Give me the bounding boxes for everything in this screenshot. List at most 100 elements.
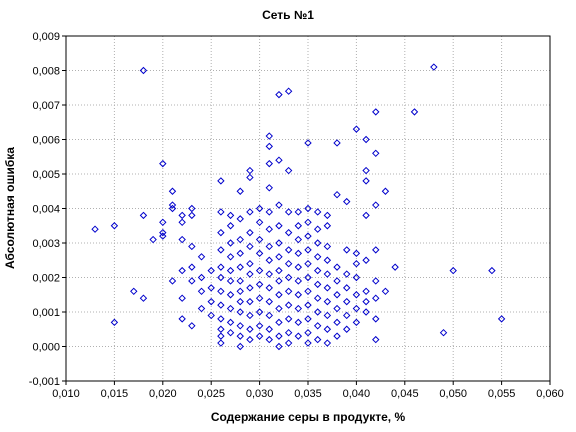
data-point (168, 187, 177, 195)
x-tick-label: 0,025 (197, 388, 225, 400)
data-point (275, 277, 283, 285)
data-point (255, 308, 264, 316)
data-point (217, 287, 225, 296)
data-point (255, 249, 264, 258)
data-point (217, 301, 225, 309)
data-point (236, 308, 244, 316)
data-point (372, 277, 380, 285)
data-point (333, 318, 341, 327)
data-point (352, 249, 361, 258)
x-tick-label: 0,020 (149, 388, 177, 400)
data-point (323, 211, 332, 220)
data-point (275, 332, 283, 340)
data-point (255, 235, 264, 244)
data-point (188, 277, 196, 285)
data-point (236, 187, 244, 195)
data-point (159, 232, 167, 240)
data-point (333, 291, 341, 299)
data-point (207, 311, 215, 320)
y-tick-label: 0,004 (32, 204, 60, 216)
x-tick-label: 0,060 (536, 388, 564, 400)
data-point (217, 273, 225, 282)
data-point (294, 332, 303, 340)
data-point (294, 222, 303, 230)
y-tick-label: 0,008 (32, 66, 60, 78)
data-point (294, 235, 303, 244)
data-point (294, 291, 303, 299)
x-tick-label: 0,055 (488, 388, 516, 400)
data-point (352, 318, 361, 327)
data-point (313, 335, 322, 344)
data-point (246, 173, 254, 182)
x-tick-label: 0,015 (101, 388, 129, 400)
data-point (488, 266, 496, 275)
data-point (265, 184, 273, 192)
data-point (352, 259, 361, 268)
data-point (197, 273, 206, 282)
data-point (352, 273, 361, 282)
data-point (275, 342, 283, 351)
x-tick-label: 0,010 (52, 388, 80, 400)
x-axis-title: Содержание серы в продукте, % (210, 410, 406, 424)
data-point (178, 315, 186, 323)
data-point (304, 328, 312, 337)
data-point (207, 284, 215, 292)
data-point (226, 253, 235, 261)
data-point (313, 308, 322, 316)
data-point (275, 266, 283, 275)
data-point (313, 294, 322, 302)
data-point (236, 342, 244, 351)
data-point (246, 311, 254, 320)
data-point (265, 325, 273, 333)
data-point (168, 204, 177, 213)
data-point (139, 294, 148, 302)
data-point (207, 266, 215, 275)
data-point (275, 291, 283, 299)
data-point (323, 270, 332, 278)
data-point (294, 208, 303, 216)
y-tick-label: -0,001 (29, 376, 60, 388)
data-point (294, 304, 303, 313)
data-point (236, 249, 244, 258)
data-point (226, 318, 235, 327)
data-point (313, 322, 322, 330)
y-tick-label: 0,005 (32, 169, 60, 181)
data-point (391, 263, 399, 271)
data-point (449, 266, 457, 275)
data-point (265, 159, 273, 168)
data-point (255, 294, 264, 302)
data-point (410, 108, 419, 116)
data-point (246, 325, 254, 333)
x-tick-label: 0,035 (294, 388, 322, 400)
data-point (323, 339, 332, 347)
data-point (246, 270, 254, 278)
data-point (217, 263, 225, 271)
data-point (217, 325, 225, 333)
data-point (372, 108, 380, 116)
data-point (236, 263, 244, 271)
data-point (323, 325, 332, 333)
data-point (372, 294, 380, 302)
data-point (265, 297, 273, 306)
data-point (265, 284, 273, 292)
data-point (284, 315, 293, 323)
data-point (323, 222, 332, 230)
data-point (304, 139, 312, 147)
data-point (304, 339, 312, 347)
data-point (217, 315, 225, 323)
data-point (265, 270, 273, 278)
data-point (362, 287, 370, 296)
data-point (343, 284, 351, 292)
data-point (139, 66, 148, 75)
data-point (323, 284, 332, 292)
data-point (313, 253, 322, 261)
data-point (236, 235, 244, 244)
data-point (246, 242, 254, 251)
data-point (323, 242, 332, 251)
data-point (362, 297, 370, 306)
data-point (265, 242, 273, 251)
data-point (197, 287, 206, 296)
data-point (304, 315, 312, 323)
data-point (372, 335, 380, 344)
data-point (236, 297, 244, 306)
